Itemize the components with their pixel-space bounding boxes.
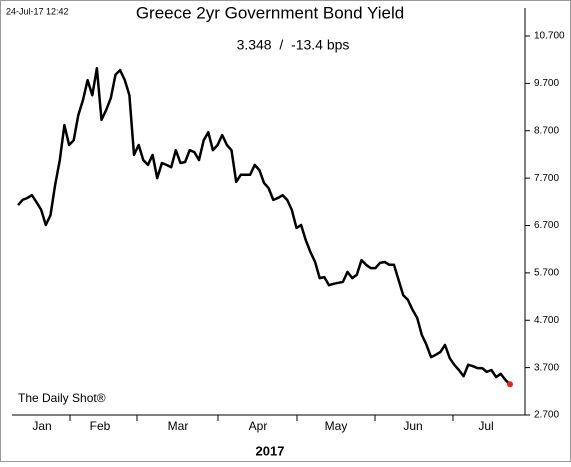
y-tick-label: 5.700 bbox=[534, 268, 559, 279]
y-tick-label: 9.700 bbox=[534, 78, 559, 89]
line bbox=[17, 66, 511, 386]
y-tick-label: 2.700 bbox=[534, 410, 559, 421]
source: The Daily Shot® bbox=[18, 391, 106, 405]
y-tick-label: 3.700 bbox=[534, 362, 559, 373]
x-tick-label: May bbox=[325, 419, 348, 433]
x-tick-label: Jul bbox=[478, 419, 493, 433]
chart-title: Greece 2yr Government Bond Yield bbox=[136, 3, 404, 22]
x-axis-title: 2017 bbox=[256, 443, 285, 458]
x-tick-label: Apr bbox=[249, 419, 268, 433]
y-tick-label: 8.700 bbox=[534, 125, 559, 136]
y-tick-label: 6.700 bbox=[534, 220, 559, 231]
chart-subtitle: 3.348 / -13.4 bps bbox=[237, 37, 350, 53]
y-tick-label: 7.700 bbox=[534, 173, 559, 184]
x-tick-label: Mar bbox=[168, 419, 189, 433]
y-tick-label: 4.700 bbox=[534, 315, 559, 326]
x-tick-label: Feb bbox=[90, 419, 111, 433]
y-tick-label: 10.700 bbox=[534, 31, 565, 42]
x-tick-label: Jun bbox=[403, 419, 422, 433]
x-tick-label: Jan bbox=[32, 419, 51, 433]
last-point bbox=[507, 381, 513, 388]
timestamp: 24-Jul-17 12:42 bbox=[6, 6, 69, 16]
